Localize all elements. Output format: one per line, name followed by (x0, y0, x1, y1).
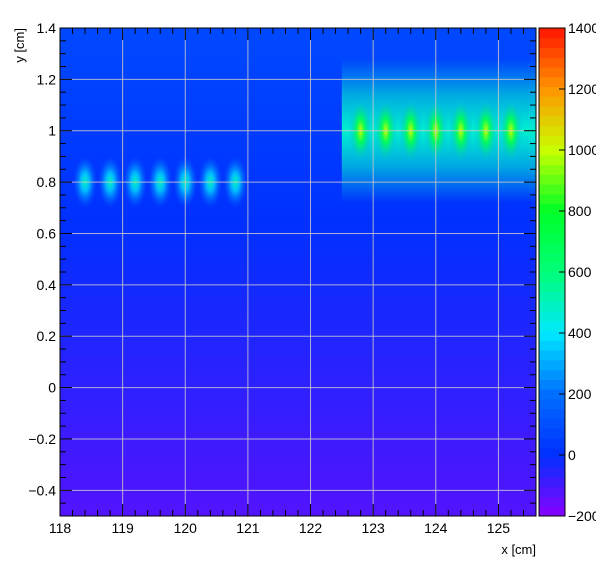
y-tick-label: 1 (48, 123, 56, 139)
color-scale-segment (539, 145, 565, 156)
color-scale-segment (539, 252, 565, 263)
y-tick-label: 0.4 (37, 277, 57, 293)
z-tick-label: −200 (568, 508, 596, 524)
x-tick-label: 125 (487, 520, 511, 536)
x-axis-title: x [cm] (501, 542, 536, 557)
color-scale-segment (539, 457, 565, 468)
color-scale-segment (539, 359, 565, 371)
color-scale-segment (539, 203, 565, 214)
color-scale-segment (539, 291, 565, 302)
color-scale-segment (539, 174, 565, 185)
color-scale-segment (539, 340, 565, 351)
z-tick-label: 0 (568, 447, 576, 463)
color-scale-segment (539, 476, 565, 488)
color-scale-segment (539, 389, 565, 400)
color-scale-segment (539, 106, 565, 117)
color-scale-labels: −200 0 200 400 600 800 1000 1200 1400 (568, 20, 596, 524)
z-tick-label: 200 (568, 386, 592, 402)
color-scale-segment (539, 418, 565, 429)
y-tick-label: 0.8 (37, 174, 57, 190)
y-tick-label: 1.4 (37, 20, 57, 36)
color-scale-segment (539, 447, 565, 458)
x-tick-label: 119 (111, 520, 134, 536)
z-tick-label: 600 (568, 264, 592, 280)
color-scale-segment (539, 86, 565, 97)
z-tick-label: 1000 (568, 142, 596, 158)
color-scale-segment (539, 67, 565, 78)
color-scale-segment (539, 164, 565, 175)
x-tick-label: 121 (236, 520, 260, 536)
color-scale-segment (539, 184, 565, 195)
color-scale-segment (539, 28, 565, 39)
z-tick-label: 1200 (568, 81, 596, 97)
x-tick-label: 123 (361, 520, 385, 536)
color-scale-segment (539, 57, 565, 68)
color-scale-segment (539, 496, 565, 507)
color-scale-segment (539, 262, 565, 273)
y-tick-label: −0.2 (28, 431, 56, 447)
color-scale-segment (539, 330, 565, 341)
x-tick-label: 120 (174, 520, 198, 536)
color-scale-segment (539, 193, 565, 205)
z-tick-label: 400 (568, 325, 592, 341)
color-scale-segment (539, 350, 565, 361)
y-tick-label: −0.4 (28, 482, 56, 498)
color-scale-segment (539, 428, 565, 439)
color-scale-segment (539, 379, 565, 390)
color-scale-bar (538, 27, 566, 517)
plot-area (60, 28, 536, 516)
y-tick-label: 0.2 (37, 328, 57, 344)
color-scale-segment (539, 213, 565, 224)
color-scale-segment (539, 506, 565, 517)
color-scale-segment (539, 154, 565, 166)
x-tick-label: 122 (299, 520, 323, 536)
y-tick-labels: −0.4 −0.2 0 0.2 0.4 0.6 0.8 1 1.2 1.4 (28, 20, 56, 498)
color-scale-segment (539, 486, 565, 497)
color-scale-segment (539, 320, 565, 332)
x-tick-label: 124 (424, 520, 448, 536)
color-scale-segment (539, 301, 565, 312)
y-tick-label: 0 (48, 380, 56, 396)
color-scale-segment (539, 37, 565, 49)
x-tick-labels: 118 119 120 121 122 123 124 125 (49, 520, 510, 536)
axis-ticks (59, 27, 537, 517)
x-tick-label: 118 (49, 520, 72, 536)
color-scale-segment (539, 242, 565, 253)
grid-lines (60, 28, 536, 516)
color-scale-segment (539, 115, 565, 127)
color-scale-segment (539, 125, 565, 136)
color-scale-segment (539, 272, 565, 283)
y-axis-title: y [cm] (12, 28, 27, 63)
y-tick-label: 1.2 (37, 71, 57, 87)
color-scale-segment (539, 398, 565, 410)
color-scale-segment (539, 281, 565, 293)
color-scale-segment (539, 408, 565, 419)
color-scale-segment (539, 135, 565, 146)
color-scale-segment (539, 96, 565, 107)
y-tick-label: 0.6 (37, 225, 57, 241)
z-tick-label: 1400 (568, 20, 596, 36)
color-scale-segment (539, 76, 565, 88)
color-scale-segment (539, 467, 565, 478)
color-scale-segment (539, 311, 565, 322)
color-scale-segment (539, 369, 565, 380)
color-scale-segment (539, 223, 565, 234)
z-tick-label: 800 (568, 203, 592, 219)
color-scale-segment (539, 437, 565, 449)
color-scale-segment (539, 232, 565, 244)
color-scale-segment (539, 47, 565, 58)
